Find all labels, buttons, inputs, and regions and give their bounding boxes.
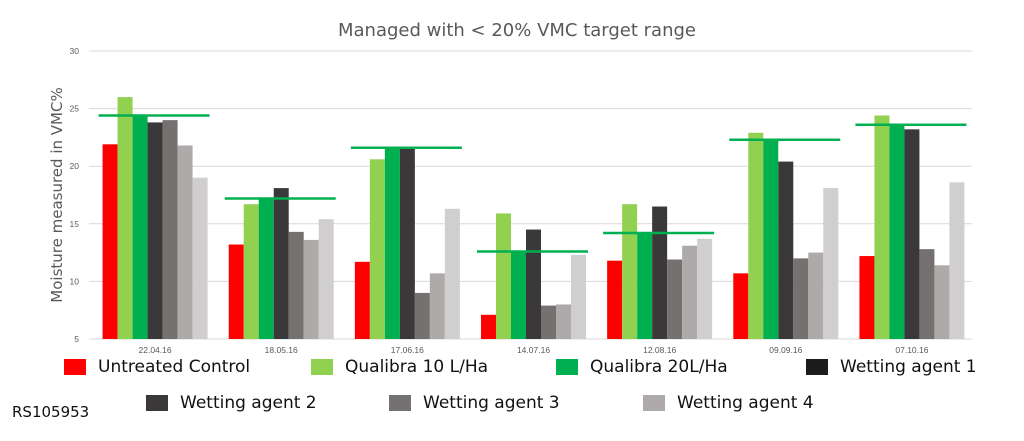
legend-swatch bbox=[311, 359, 333, 375]
bar-wetting-agent-2-18.05.16 bbox=[288, 231, 304, 339]
bar-wetting-agent-4-12.08.16 bbox=[697, 238, 713, 339]
y-tick-label: 5 bbox=[74, 334, 79, 344]
y-tick-label: 10 bbox=[70, 276, 80, 286]
bar-wetting-agent-1-22.04.16 bbox=[147, 122, 163, 339]
x-tick-label: 12.08.16 bbox=[643, 345, 676, 355]
bar-untreated-control-18.05.16 bbox=[228, 244, 244, 339]
bar-untreated-control-12.08.16 bbox=[607, 260, 623, 339]
legend-swatch bbox=[146, 395, 168, 411]
x-tick-label: 17.06.16 bbox=[391, 345, 424, 355]
bar-untreated-control-22.04.16 bbox=[102, 144, 118, 339]
legend-item: Wetting agent 3 bbox=[389, 393, 560, 413]
bar-wetting-agent-4-17.06.16 bbox=[444, 208, 460, 339]
bar-wetting-agent-2-12.08.16 bbox=[667, 259, 683, 339]
bar-wetting-agent-3-09.09.16 bbox=[808, 252, 824, 339]
bar-wetting-agent-1-09.09.16 bbox=[778, 161, 794, 339]
bar-qualibra-10-l-ha-22.04.16 bbox=[117, 97, 133, 339]
x-tick-label: 22.04.16 bbox=[139, 345, 172, 355]
legend-swatch bbox=[556, 359, 578, 375]
legend-label: Wetting agent 4 bbox=[677, 393, 814, 413]
bar-wetting-agent-2-17.06.16 bbox=[414, 292, 430, 339]
bar-wetting-agent-1-17.06.16 bbox=[399, 148, 415, 339]
legend-label: Wetting agent 3 bbox=[423, 393, 560, 413]
bar-qualibra-20l-ha-09.09.16 bbox=[763, 139, 779, 339]
y-axis-ticks: 5 10 15 20 25 30 bbox=[70, 46, 80, 344]
legend-swatch bbox=[64, 359, 86, 375]
legend-label: Qualibra 10 L/Ha bbox=[345, 357, 489, 377]
bar-untreated-control-07.10.16 bbox=[859, 256, 875, 339]
bar-wetting-agent-4-09.09.16 bbox=[823, 188, 839, 339]
legend-item: Wetting agent 4 bbox=[643, 393, 814, 413]
bar-wetting-agent-4-18.05.16 bbox=[318, 219, 334, 339]
bar-wetting-agent-4-22.04.16 bbox=[192, 177, 208, 339]
bar-wetting-agent-1-18.05.16 bbox=[273, 188, 289, 339]
chart-title: Managed with < 20% VMC target range bbox=[338, 20, 696, 41]
y-axis-label: Moisture measured in VMC% bbox=[48, 87, 66, 302]
bar-wetting-agent-2-22.04.16 bbox=[162, 120, 178, 340]
bar-wetting-agent-3-17.06.16 bbox=[429, 273, 445, 339]
target-lines bbox=[98, 114, 967, 253]
legend-label: Wetting agent 1 bbox=[840, 357, 977, 377]
legend-item: Qualibra 20L/Ha bbox=[556, 357, 728, 377]
y-tick-label: 30 bbox=[70, 46, 80, 56]
bar-qualibra-20l-ha-18.05.16 bbox=[258, 198, 274, 339]
bar-wetting-agent-1-07.10.16 bbox=[904, 129, 920, 339]
bar-qualibra-10-l-ha-07.10.16 bbox=[874, 115, 890, 340]
bar-qualibra-20l-ha-07.10.16 bbox=[889, 124, 905, 339]
bar-qualibra-10-l-ha-17.06.16 bbox=[369, 159, 385, 339]
bar-qualibra-10-l-ha-12.08.16 bbox=[622, 204, 638, 339]
legend-swatch bbox=[806, 359, 828, 375]
legend-item: Untreated Control bbox=[64, 357, 250, 377]
bar-wetting-agent-1-12.08.16 bbox=[652, 206, 668, 339]
bar-wetting-agent-2-09.09.16 bbox=[793, 258, 809, 339]
bar-wetting-agent-1-14.07.16 bbox=[526, 229, 541, 339]
legend-label: Qualibra 20L/Ha bbox=[590, 357, 728, 377]
bar-wetting-agent-4-14.07.16 bbox=[571, 254, 586, 339]
bar-qualibra-20l-ha-17.06.16 bbox=[384, 147, 400, 339]
bar-untreated-control-09.09.16 bbox=[733, 273, 749, 339]
x-axis-ticks: 22.04.16 18.05.16 17.06.16 14.07.16 12.08.16… bbox=[139, 345, 929, 355]
bar-untreated-control-17.06.16 bbox=[354, 261, 370, 339]
bar-qualibra-10-l-ha-09.09.16 bbox=[748, 132, 764, 339]
bar-wetting-agent-3-22.04.16 bbox=[177, 145, 193, 339]
legend-label: Untreated Control bbox=[98, 357, 251, 377]
footnote: RS105953 bbox=[12, 403, 90, 421]
legend-item: Qualibra 10 L/Ha bbox=[311, 357, 488, 377]
bars bbox=[102, 97, 965, 340]
bar-qualibra-20l-ha-14.07.16 bbox=[511, 251, 526, 339]
legend-label: Wetting agent 2 bbox=[180, 393, 317, 413]
bar-qualibra-10-l-ha-14.07.16 bbox=[496, 213, 511, 339]
bar-qualibra-10-l-ha-18.05.16 bbox=[243, 204, 259, 339]
x-tick-label: 07.10.16 bbox=[895, 345, 928, 355]
bar-qualibra-20l-ha-22.04.16 bbox=[132, 115, 148, 340]
legend-item: Wetting agent 1 bbox=[806, 357, 977, 377]
bar-wetting-agent-2-14.07.16 bbox=[541, 305, 556, 339]
x-tick-label: 09.09.16 bbox=[769, 345, 802, 355]
bar-untreated-control-14.07.16 bbox=[481, 314, 496, 339]
bar-wetting-agent-4-07.10.16 bbox=[949, 182, 965, 339]
bar-wetting-agent-2-07.10.16 bbox=[919, 249, 935, 339]
legend-item: Wetting agent 2 bbox=[146, 393, 317, 413]
x-tick-label: 18.05.16 bbox=[265, 345, 298, 355]
bar-wetting-agent-3-12.08.16 bbox=[682, 245, 698, 339]
legend-swatch bbox=[389, 395, 411, 411]
bar-wetting-agent-3-14.07.16 bbox=[556, 304, 571, 339]
bar-qualibra-20l-ha-12.08.16 bbox=[637, 233, 653, 339]
y-tick-label: 20 bbox=[70, 161, 80, 171]
bar-wetting-agent-3-07.10.16 bbox=[934, 265, 950, 339]
legend-swatch bbox=[643, 395, 665, 411]
y-tick-label: 15 bbox=[70, 219, 80, 229]
x-tick-label: 14.07.16 bbox=[517, 345, 550, 355]
bar-wetting-agent-3-18.05.16 bbox=[303, 239, 319, 339]
y-tick-label: 25 bbox=[70, 104, 80, 114]
